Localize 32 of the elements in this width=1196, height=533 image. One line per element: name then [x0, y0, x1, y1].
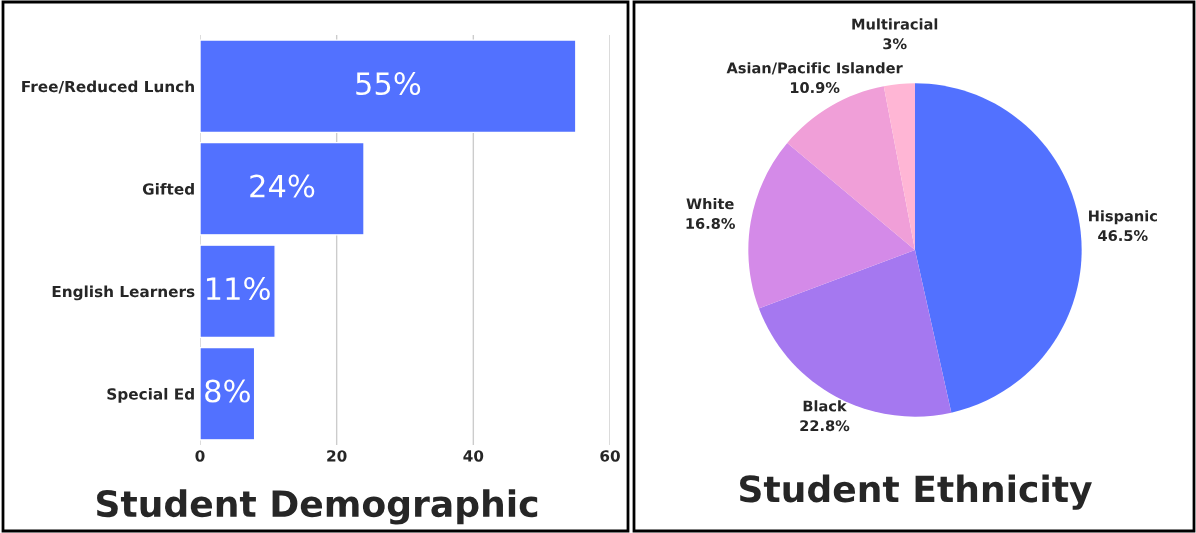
data-label: 8%: [205, 379, 250, 403]
text: Student Demographic: [97, 489, 538, 525]
slice-label: Multiracial: [852, 18, 938, 30]
data-label: 55%: [356, 72, 421, 96]
slice-label: Black: [803, 400, 847, 412]
y-tick-label: Gifted: [142, 182, 194, 195]
data-label: 3%: [883, 38, 907, 50]
bar: [200, 244, 276, 339]
x-tick-label: 40: [463, 450, 484, 462]
pie-slice: [915, 83, 1082, 413]
pie-slice: [758, 250, 952, 417]
slice-label: Hispanic: [1089, 210, 1157, 225]
y-tick-label: Special Ed: [107, 387, 194, 403]
bar: [200, 39, 577, 134]
pie-slice: [748, 142, 915, 309]
x-tick-label: 20: [327, 450, 347, 462]
bar: [200, 346, 256, 441]
pie-slice: [883, 83, 915, 250]
y-tick-label: English Learners: [52, 285, 195, 301]
x-tick-label: 60: [600, 450, 620, 462]
text: Student Ethnicity: [740, 474, 1092, 510]
slice-label: Asian/Pacific Islander: [726, 62, 903, 75]
data-label: 24%: [250, 174, 315, 198]
data-label: 11%: [206, 277, 270, 301]
data-label: 16.8%: [686, 217, 735, 229]
bar: [200, 141, 365, 236]
slice-label: White: [686, 198, 734, 210]
data-label: 10.9%: [790, 82, 840, 94]
y-tick-label: Free/Reduced Lunch: [22, 80, 194, 94]
data-label: 22.8%: [800, 420, 850, 432]
data-label: 46.5%: [1098, 230, 1148, 242]
x-tick-label: 0: [195, 450, 205, 462]
